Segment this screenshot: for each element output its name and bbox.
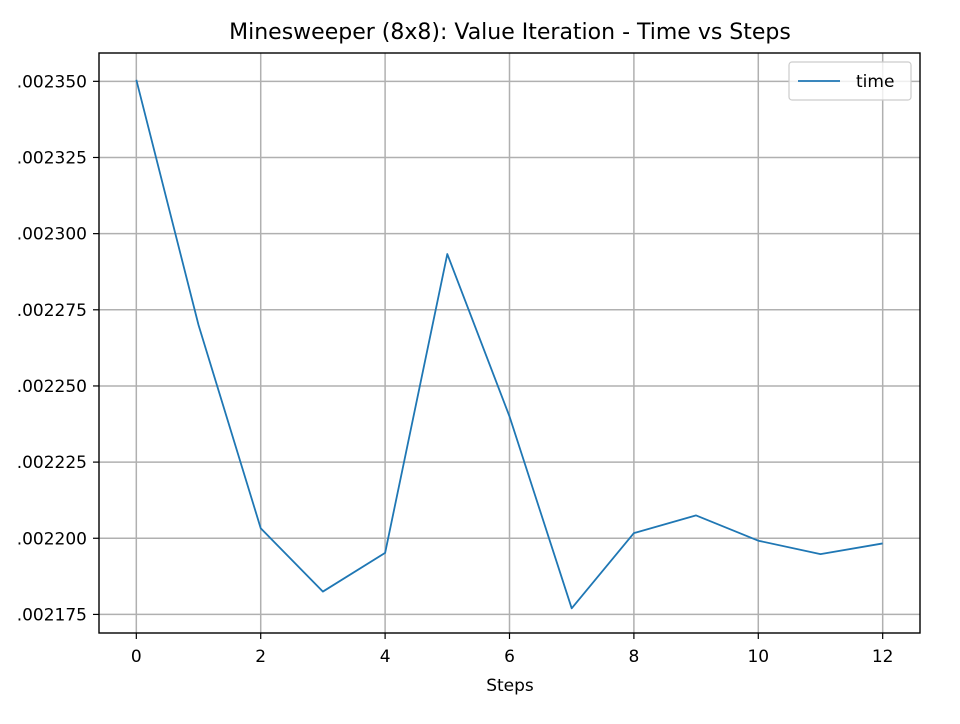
- x-tick-label: 6: [504, 647, 515, 667]
- legend-box: [788, 61, 912, 101]
- y-tick-label: .002275: [17, 301, 87, 321]
- y-tick-label: .002250: [17, 377, 87, 397]
- x-tick-label: 4: [380, 647, 391, 667]
- chart-title: Minesweeper (8x8): Value Iteration - Tim…: [229, 20, 791, 45]
- x-tick-label: 12: [872, 647, 894, 667]
- x-axis: 0 2 4 6 8 10 12: [131, 633, 894, 667]
- x-tick-label: 10: [747, 647, 769, 667]
- series-layer: [135, 79, 883, 610]
- y-tick-label: .002350: [17, 72, 87, 92]
- legend: time: [788, 61, 912, 101]
- x-tick-label: 0: [131, 647, 142, 667]
- y-tick-label: .002300: [17, 225, 87, 245]
- y-tick-label: .002175: [17, 605, 87, 625]
- series-line-time: [135, 79, 883, 610]
- y-tick-label: .002325: [17, 148, 87, 168]
- grid: [99, 53, 920, 633]
- y-axis: .002175 .002200 .002225 .002250 .002275 .0023…: [17, 72, 99, 625]
- x-tick-label: 2: [255, 647, 266, 667]
- x-tick-label: 8: [628, 647, 639, 667]
- y-tick-label: .002225: [17, 453, 87, 473]
- y-tick-label: .002200: [17, 529, 87, 549]
- legend-label-time: time: [856, 72, 894, 92]
- x-axis-label: Steps: [486, 676, 534, 696]
